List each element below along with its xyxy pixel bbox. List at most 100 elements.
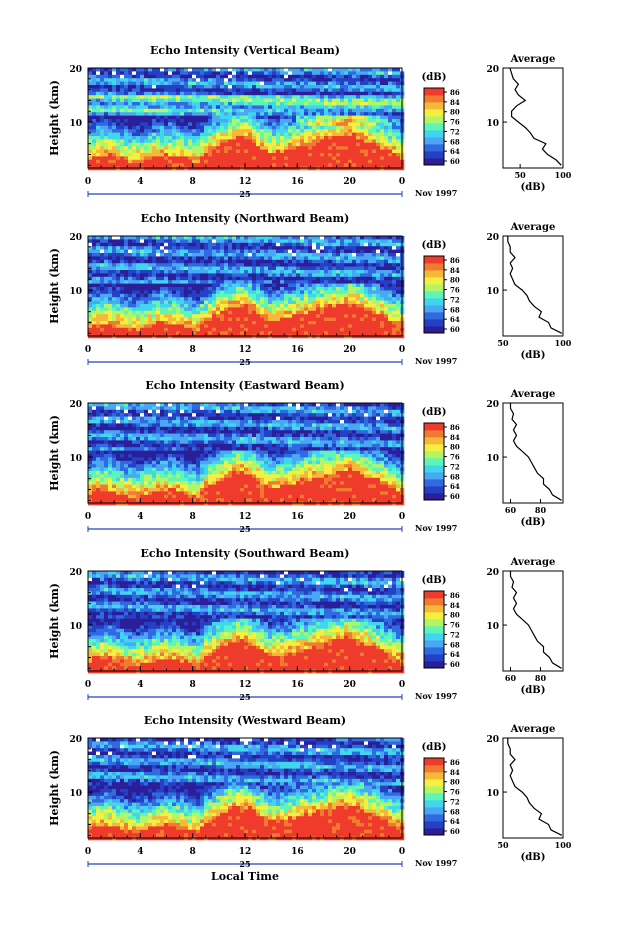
heatmap-cell bbox=[392, 242, 397, 247]
heatmap-cell bbox=[240, 146, 245, 150]
heatmap-cell bbox=[372, 105, 377, 110]
heatmap-cell bbox=[288, 253, 293, 257]
heatmap-cell bbox=[124, 74, 129, 79]
heatmap-cell bbox=[248, 98, 253, 103]
heatmap-cell bbox=[372, 102, 377, 106]
heatmap-cell bbox=[108, 276, 113, 281]
heatmap-cell bbox=[268, 290, 273, 295]
heatmap-cell bbox=[244, 139, 249, 144]
heatmap-cell bbox=[304, 283, 309, 288]
heatmap-cell bbox=[172, 95, 177, 99]
heatmap-cell bbox=[160, 98, 165, 103]
heatmap-cell bbox=[280, 78, 285, 82]
heatmap-cell bbox=[288, 310, 293, 315]
heatmap-cell bbox=[356, 293, 361, 298]
heatmap-cell bbox=[368, 287, 373, 291]
heatmap-cell bbox=[264, 276, 269, 281]
heatmap-cell bbox=[232, 300, 237, 305]
heatmap-cell bbox=[364, 81, 369, 86]
heatmap-cell bbox=[268, 310, 273, 315]
heatmap-cell bbox=[384, 259, 389, 264]
heatmap-cell bbox=[292, 85, 297, 89]
heatmap-cell bbox=[300, 297, 305, 301]
heatmap-cell bbox=[252, 119, 257, 123]
heatmap-cell bbox=[220, 91, 225, 96]
heatmap-cell bbox=[124, 78, 129, 82]
heatmap-cell bbox=[384, 95, 389, 99]
heatmap-cell bbox=[168, 307, 173, 312]
heatmap-cell bbox=[352, 142, 357, 147]
heatmap-cell bbox=[268, 156, 273, 161]
heatmap-cell bbox=[196, 242, 201, 247]
heatmap-cell bbox=[296, 146, 301, 150]
date-label: Nov 1997 bbox=[415, 356, 457, 366]
heatmap-cell bbox=[260, 163, 265, 167]
heatmap-cell bbox=[224, 253, 229, 257]
heatmap-cell bbox=[188, 239, 193, 244]
heatmap-cell bbox=[368, 242, 373, 247]
heatmap-cell bbox=[260, 139, 265, 144]
heatmap-cell bbox=[320, 132, 325, 137]
heatmap-cell bbox=[252, 246, 257, 250]
heatmap-cell bbox=[244, 256, 249, 261]
heatmap-cell bbox=[388, 108, 393, 113]
heatmap-cell bbox=[216, 81, 221, 86]
heatmap-cell bbox=[244, 310, 249, 315]
heatmap-cell bbox=[228, 112, 233, 116]
heatmap-cell bbox=[128, 95, 133, 99]
heatmap-cell bbox=[132, 259, 137, 264]
heatmap-cell bbox=[184, 156, 189, 161]
heatmap-cell bbox=[216, 293, 221, 298]
heatmap-cell bbox=[212, 71, 217, 76]
heatmap-cell bbox=[240, 139, 245, 144]
heatmap-cell bbox=[204, 71, 209, 76]
heatmap-cell bbox=[176, 283, 181, 288]
heatmap-cell bbox=[280, 297, 285, 301]
heatmap-cell bbox=[172, 263, 177, 267]
heatmap-cell bbox=[372, 242, 377, 247]
heatmap-cell bbox=[284, 297, 289, 301]
heatmap-cell bbox=[100, 324, 105, 329]
heatmap-cell bbox=[236, 95, 241, 99]
heatmap-cell bbox=[324, 68, 329, 72]
heatmap-cell bbox=[284, 129, 289, 133]
heatmap-cell bbox=[148, 246, 153, 250]
heatmap-cell bbox=[272, 149, 277, 154]
heatmap-cell bbox=[196, 246, 201, 250]
heatmap-cell bbox=[192, 239, 197, 244]
heatmap-cell bbox=[292, 153, 297, 157]
heatmap-cell bbox=[136, 259, 141, 264]
heatmap-cell bbox=[148, 132, 153, 137]
heatmap-cell bbox=[204, 287, 209, 291]
heatmap-cell bbox=[396, 74, 401, 79]
heatmap-cell bbox=[336, 310, 341, 315]
heatmap-cell bbox=[268, 68, 273, 72]
heatmap-cell bbox=[316, 297, 321, 301]
heatmap-cell bbox=[328, 236, 333, 240]
heatmap-cell bbox=[104, 256, 109, 261]
heatmap-cell bbox=[108, 71, 113, 76]
heatmap-cell bbox=[132, 132, 137, 137]
heatmap-cell bbox=[92, 437, 97, 441]
heatmap-cell bbox=[248, 105, 253, 110]
heatmap-cell bbox=[268, 115, 273, 120]
heatmap-cell bbox=[184, 129, 189, 133]
heatmap-cell bbox=[372, 132, 377, 137]
heatmap-cell bbox=[356, 287, 361, 291]
heatmap-cell bbox=[164, 321, 169, 325]
heatmap-cell bbox=[276, 139, 281, 144]
heatmap-cell bbox=[112, 91, 117, 96]
heatmap-cell bbox=[240, 115, 245, 120]
heatmap-cell bbox=[244, 327, 249, 332]
heatmap-cell bbox=[292, 314, 297, 318]
heatmap-cell bbox=[216, 136, 221, 140]
heatmap-cell bbox=[260, 91, 265, 96]
heatmap-cell bbox=[156, 156, 161, 161]
heatmap-cell bbox=[200, 300, 205, 305]
heatmap-cell bbox=[320, 266, 325, 271]
heatmap-cell bbox=[216, 290, 221, 295]
heatmap-cell bbox=[112, 105, 117, 110]
heatmap-cell bbox=[100, 259, 105, 264]
heatmap-cell bbox=[392, 246, 397, 250]
heatmap-cell bbox=[384, 256, 389, 261]
